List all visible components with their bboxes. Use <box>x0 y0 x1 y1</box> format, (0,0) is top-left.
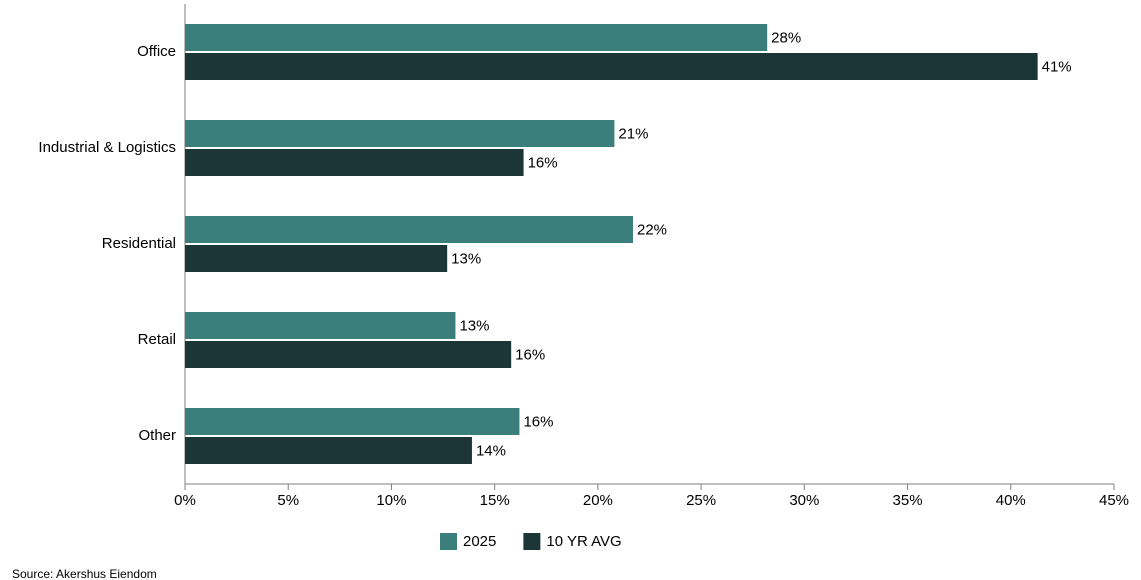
value-label: 16% <box>528 154 558 171</box>
legend-swatch <box>523 533 541 550</box>
bar <box>185 216 633 243</box>
bar <box>185 312 456 339</box>
x-tick-label: 35% <box>893 492 923 509</box>
x-tick-label: 10% <box>376 492 406 509</box>
legend-swatch <box>440 533 457 550</box>
bar <box>185 341 512 368</box>
value-label: 13% <box>459 317 489 334</box>
legend-label: 10 YR AVG <box>546 533 621 550</box>
x-tick-label: 40% <box>996 492 1026 509</box>
x-tick-label: 20% <box>583 492 613 509</box>
y-tick-label: Office <box>137 43 176 60</box>
value-label: 21% <box>618 125 648 142</box>
x-tick-label: 0% <box>174 492 196 509</box>
bar <box>185 408 520 435</box>
value-label: 13% <box>451 250 481 267</box>
bar <box>185 24 768 51</box>
value-label: 14% <box>476 442 506 459</box>
y-tick-label: Residential <box>102 235 176 252</box>
bar <box>185 245 448 272</box>
bar <box>185 437 472 464</box>
legend-label: 2025 <box>463 533 496 550</box>
bar <box>185 149 524 176</box>
value-label: 16% <box>523 413 553 430</box>
bar <box>185 120 615 147</box>
value-label: 41% <box>1042 58 1072 75</box>
x-tick-label: 15% <box>480 492 510 509</box>
x-tick-label: 5% <box>277 492 299 509</box>
value-label: 16% <box>515 346 545 363</box>
value-label: 22% <box>637 221 667 238</box>
y-tick-label: Industrial & Logistics <box>38 139 176 156</box>
source-note: Source: Akershus Eiendom <box>12 567 157 580</box>
y-tick-label: Retail <box>138 331 176 348</box>
x-tick-label: 45% <box>1099 492 1129 509</box>
y-tick-label: Other <box>138 427 176 444</box>
x-tick-label: 30% <box>789 492 819 509</box>
bar <box>185 53 1038 80</box>
value-label: 28% <box>771 29 801 46</box>
x-tick-label: 25% <box>686 492 716 509</box>
